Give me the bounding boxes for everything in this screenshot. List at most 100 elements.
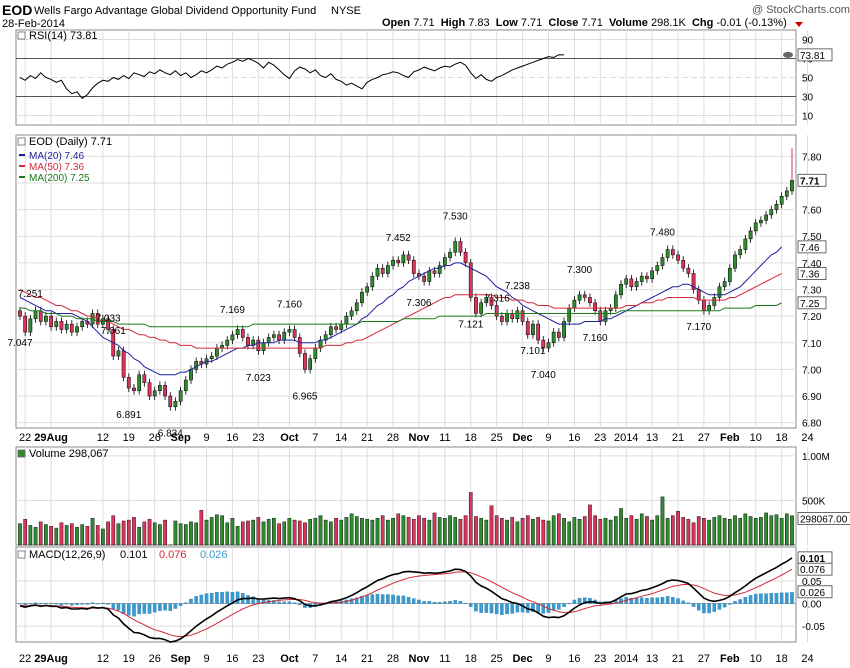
price-right-label-box (797, 173, 827, 187)
x-tick-label-bottom: 25 (491, 653, 503, 665)
macd-histogram-bar (494, 603, 499, 615)
macd-histogram-bar (54, 603, 59, 605)
volume-bar (111, 515, 116, 546)
macd-histogram-bar (137, 603, 141, 615)
x-tick-label: 27 (698, 432, 710, 444)
macd-histogram-bar (676, 598, 680, 604)
volume-bar (152, 522, 157, 546)
candle-body (696, 289, 701, 301)
candle-body (567, 307, 572, 322)
open-label: Open (382, 17, 411, 29)
macd-histogram-bar (645, 597, 649, 604)
volume-bar (272, 518, 276, 546)
volume-bar (209, 517, 214, 546)
price-tick-label: 7.80 (802, 152, 822, 163)
volume-bar (101, 528, 105, 546)
volume-bar (329, 521, 333, 546)
volume-bar (401, 515, 406, 546)
volume-bar (44, 524, 48, 546)
macd-histogram-bar (417, 599, 421, 604)
macd-histogram-bar (728, 603, 732, 605)
price-tick-label: 7.30 (802, 285, 822, 296)
volume-bar (313, 518, 318, 546)
volume-tick-label: 500K (802, 496, 826, 507)
candle-body (18, 310, 22, 317)
x-tick-label-bottom: 23 (594, 653, 606, 665)
macd-legend-value: 0.101 (120, 549, 148, 561)
candle-body (349, 310, 354, 317)
macd-histogram-bar (44, 602, 48, 604)
volume-bar (494, 515, 499, 546)
macd-histogram-bar (427, 601, 432, 604)
rsi-tick-label: 30 (802, 93, 814, 104)
x-tick-label: 29Aug (34, 432, 68, 444)
macd-histogram-bar (489, 603, 494, 614)
volume-bar (54, 527, 59, 546)
candle-body (126, 377, 131, 389)
price-annotation: 7.023 (246, 373, 271, 384)
x-tick-label: Sep (171, 432, 191, 444)
volume-bar (515, 521, 520, 546)
volume-bar (702, 518, 706, 546)
macd-histogram-bar (235, 591, 240, 604)
x-tick-label-bottom: 19 (123, 653, 135, 665)
candle-body (748, 230, 753, 240)
macd-histogram-bar (774, 592, 779, 604)
volume-bar (510, 517, 515, 546)
candle-body (411, 259, 416, 274)
macd-histogram-bar (551, 603, 556, 611)
macd-histogram-bar (510, 603, 514, 614)
macd-right-label-box (797, 562, 833, 576)
macd-histogram-bar (422, 601, 426, 604)
macd-histogram-bar (298, 603, 302, 606)
x-tick-label: 23 (594, 432, 606, 444)
volume-bar (261, 521, 266, 546)
x-tick-label: 22 (19, 432, 31, 444)
x-tick-label-bottom: 28 (387, 653, 399, 665)
candle-body (665, 249, 670, 258)
candle-body (189, 369, 193, 381)
macd-right-label-box (797, 585, 833, 599)
macd-histogram-bar (391, 594, 395, 604)
volume-bar (360, 518, 364, 546)
candle-body (137, 374, 142, 391)
volume-bar (588, 504, 592, 546)
macd-histogram-bar (785, 592, 789, 604)
fund-name: Wells Fargo Advantage Global Dividend Op… (34, 5, 317, 17)
candle-body (634, 281, 639, 288)
volume-bar (246, 520, 250, 546)
volume-bar (287, 518, 292, 546)
macd-histogram-bar (49, 603, 53, 605)
macd-histogram-bar (90, 602, 95, 604)
macd-histogram-bar (696, 603, 701, 611)
x-tick-label: 13 (646, 432, 658, 444)
macd-histogram-bar (225, 591, 230, 604)
volume-bar (178, 523, 183, 546)
volume-bar (443, 518, 447, 546)
volume-bar (546, 520, 551, 546)
x-tick-label-bottom: 9 (203, 653, 209, 665)
x-tick-label: 10 (750, 432, 762, 444)
macd-histogram-bar (220, 592, 224, 604)
price-annotation: 7.238 (505, 281, 530, 292)
exchange-name: NYSE (331, 5, 361, 17)
macd-histogram-bar (142, 603, 147, 614)
candle-body (168, 395, 173, 407)
volume-bar (85, 526, 90, 546)
volume-bar (38, 521, 43, 546)
candle-body (707, 305, 711, 312)
volume-bar (375, 518, 380, 546)
x-tick-label: 16 (226, 432, 238, 444)
price-tick-label: 7.20 (802, 312, 822, 323)
price-tick-label: 7.60 (802, 206, 822, 217)
candle-body (23, 315, 28, 333)
volume-bar (437, 517, 442, 546)
volume-bar (297, 520, 302, 546)
macd-histogram-bar (33, 602, 38, 604)
volume-bar (106, 521, 110, 546)
volume-bar (598, 518, 603, 546)
candle-body (396, 259, 401, 264)
volume-last-value: 298067.00 (800, 514, 848, 525)
volume-bar (59, 522, 64, 546)
x-tick-label-bottom: 21 (361, 653, 373, 665)
